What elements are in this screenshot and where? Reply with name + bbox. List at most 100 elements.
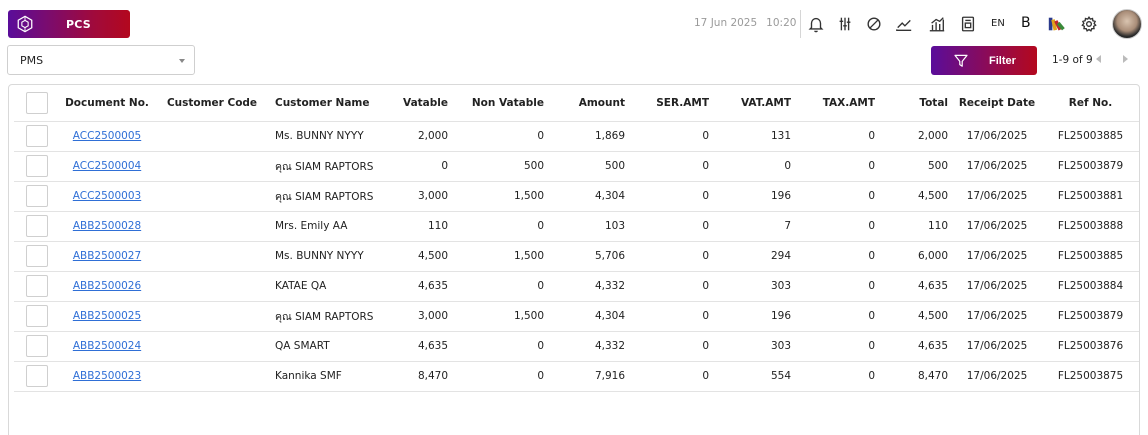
header-doc-no[interactable]: Document No. bbox=[59, 85, 155, 122]
row-checkbox[interactable] bbox=[25, 125, 48, 147]
tax-amt-cell: 0 bbox=[795, 241, 879, 272]
doc-no-cell: ACC2500004 bbox=[59, 151, 155, 182]
avatar[interactable] bbox=[1112, 9, 1142, 39]
property-select[interactable]: PMS bbox=[7, 45, 195, 75]
table-row[interactable]: ABB2500027 Ms. BUNNY NYYY 4,500 1,500 5,706 0… bbox=[14, 241, 1139, 272]
header-non-vatable[interactable]: Non Vatable bbox=[452, 85, 548, 122]
customer-code-cell bbox=[155, 151, 269, 182]
row-select-cell bbox=[14, 151, 59, 182]
gear-icon[interactable] bbox=[1079, 14, 1099, 34]
report-icon[interactable] bbox=[958, 14, 978, 34]
row-checkbox[interactable] bbox=[25, 365, 48, 387]
doc-no-link[interactable]: ABB2500025 bbox=[72, 310, 142, 322]
current-datetime: 17 Jun 2025 10:20 bbox=[694, 17, 796, 29]
row-checkbox[interactable] bbox=[25, 275, 48, 297]
header-tax-amt[interactable]: TAX.AMT bbox=[795, 85, 879, 122]
tax-amt-cell: 0 bbox=[795, 271, 879, 302]
amount-cell: 1,869 bbox=[548, 121, 629, 152]
ser-amt-cell: 0 bbox=[629, 241, 713, 272]
filter-button[interactable]: Filter bbox=[931, 46, 1037, 75]
doc-no-cell: ABB2500028 bbox=[59, 211, 155, 242]
doc-no-link[interactable]: ACC2500003 bbox=[72, 190, 142, 202]
table-row[interactable]: ABB2500024 QA SMART 4,635 0 4,332 0 303 0 4,635 1… bbox=[14, 331, 1139, 362]
bell-icon[interactable] bbox=[806, 14, 826, 34]
header-customer-name[interactable]: Customer Name bbox=[269, 85, 380, 122]
table-row[interactable]: ABB2500023 Kannika SMF 8,470 0 7,916 0 554 0 8,4… bbox=[14, 361, 1139, 392]
next-page-icon[interactable] bbox=[1123, 55, 1128, 63]
header-receipt-date[interactable]: Receipt Date bbox=[952, 85, 1042, 122]
doc-no-link[interactable]: ACC2500004 bbox=[72, 160, 142, 172]
sliders-icon[interactable] bbox=[835, 14, 855, 34]
header-ser-amt[interactable]: SER.AMT bbox=[629, 85, 713, 122]
header-total[interactable]: Total bbox=[879, 85, 952, 122]
table-row[interactable]: ACC2500004 คุณ SIAM RAPTORS 0 500 500 0 0 0 500 1… bbox=[14, 151, 1139, 182]
row-select-cell bbox=[14, 331, 59, 362]
row-checkbox[interactable] bbox=[25, 155, 48, 177]
line-chart-icon[interactable] bbox=[894, 14, 914, 34]
tax-amt-cell: 0 bbox=[795, 121, 879, 152]
row-checkbox[interactable] bbox=[25, 215, 48, 237]
amount-cell: 5,706 bbox=[548, 241, 629, 272]
row-select-cell bbox=[14, 241, 59, 272]
customer-name-cell: Kannika SMF bbox=[269, 361, 380, 392]
ref-no-cell: FL25003879 bbox=[1042, 151, 1139, 182]
header-ref-no[interactable]: Ref No. bbox=[1042, 85, 1139, 122]
customer-name-cell: คุณ SIAM RAPTORS bbox=[269, 301, 380, 332]
amount-cell: 4,304 bbox=[548, 181, 629, 212]
doc-no-cell: ABB2500025 bbox=[59, 301, 155, 332]
table-row[interactable]: ABB2500028 Mrs. Emily AA 110 0 103 0 7 0 110 17/0… bbox=[14, 211, 1139, 242]
current-time: 10:20 bbox=[766, 17, 797, 29]
table-row[interactable]: ACC2500005 Ms. BUNNY NYYY 2,000 0 1,869 0 131 0… bbox=[14, 121, 1139, 152]
doc-no-cell: ABB2500027 bbox=[59, 241, 155, 272]
row-checkbox[interactable] bbox=[25, 335, 48, 357]
bar-chart-icon[interactable] bbox=[927, 14, 947, 34]
ser-amt-cell: 0 bbox=[629, 331, 713, 362]
doc-no-link[interactable]: ACC2500005 bbox=[72, 130, 142, 142]
row-select-cell bbox=[14, 121, 59, 152]
doc-no-link[interactable]: ABB2500028 bbox=[72, 220, 142, 232]
palette-icon[interactable] bbox=[1046, 14, 1066, 34]
header-amount[interactable]: Amount bbox=[548, 85, 629, 122]
table-row[interactable]: ACC2500003 คุณ SIAM RAPTORS 3,000 1,500 4,30… bbox=[14, 181, 1139, 212]
property-select-value: PMS bbox=[20, 53, 44, 67]
brand-button[interactable]: PCS bbox=[8, 10, 130, 38]
ref-no-cell: FL25003885 bbox=[1042, 121, 1139, 152]
receipt-date-cell: 17/06/2025 bbox=[952, 151, 1042, 182]
doc-no-link[interactable]: ABB2500026 bbox=[72, 280, 142, 292]
total-cell: 500 bbox=[879, 151, 952, 182]
vat-amt-cell: 0 bbox=[713, 151, 795, 182]
amount-cell: 4,304 bbox=[548, 301, 629, 332]
header-vatable[interactable]: Vatable bbox=[380, 85, 452, 122]
row-checkbox[interactable] bbox=[25, 185, 48, 207]
row-checkbox[interactable] bbox=[25, 245, 48, 267]
prev-page-icon[interactable] bbox=[1096, 55, 1101, 63]
current-date: 17 Jun 2025 bbox=[694, 17, 758, 29]
pie-icon[interactable] bbox=[864, 14, 884, 34]
select-all-checkbox[interactable] bbox=[25, 91, 48, 114]
doc-no-link[interactable]: ABB2500027 bbox=[72, 250, 142, 262]
ser-amt-cell: 0 bbox=[629, 151, 713, 182]
table-row[interactable]: ABB2500026 KATAE QA 4,635 0 4,332 0 303 0 4,635 1… bbox=[14, 271, 1139, 302]
receipt-date-cell: 17/06/2025 bbox=[952, 301, 1042, 332]
ser-amt-cell: 0 bbox=[629, 301, 713, 332]
amount-cell: 500 bbox=[548, 151, 629, 182]
row-checkbox[interactable] bbox=[25, 305, 48, 327]
customer-name-cell: คุณ SIAM RAPTORS bbox=[269, 151, 380, 182]
filter-button-label: Filter bbox=[989, 54, 1016, 67]
total-cell: 110 bbox=[879, 211, 952, 242]
header-vat-amt[interactable]: VAT.AMT bbox=[713, 85, 795, 122]
doc-no-link[interactable]: ABB2500024 bbox=[72, 340, 142, 352]
non-vatable-cell: 0 bbox=[452, 271, 548, 302]
receipt-date-cell: 17/06/2025 bbox=[952, 211, 1042, 242]
doc-no-cell: ABB2500023 bbox=[59, 361, 155, 392]
header-customer-code[interactable]: Customer Code bbox=[155, 85, 269, 122]
language-switch[interactable]: EN bbox=[991, 18, 1005, 29]
bold-toggle[interactable]: B bbox=[1021, 15, 1031, 31]
doc-no-link[interactable]: ABB2500023 bbox=[72, 370, 142, 382]
hexagon-logo-icon bbox=[17, 15, 33, 33]
ser-amt-cell: 0 bbox=[629, 121, 713, 152]
ref-no-cell: FL25003876 bbox=[1042, 331, 1139, 362]
customer-code-cell bbox=[155, 241, 269, 272]
table-row[interactable]: ABB2500025 คุณ SIAM RAPTORS 3,000 1,500 4,30… bbox=[14, 301, 1139, 332]
customer-code-cell bbox=[155, 121, 269, 152]
